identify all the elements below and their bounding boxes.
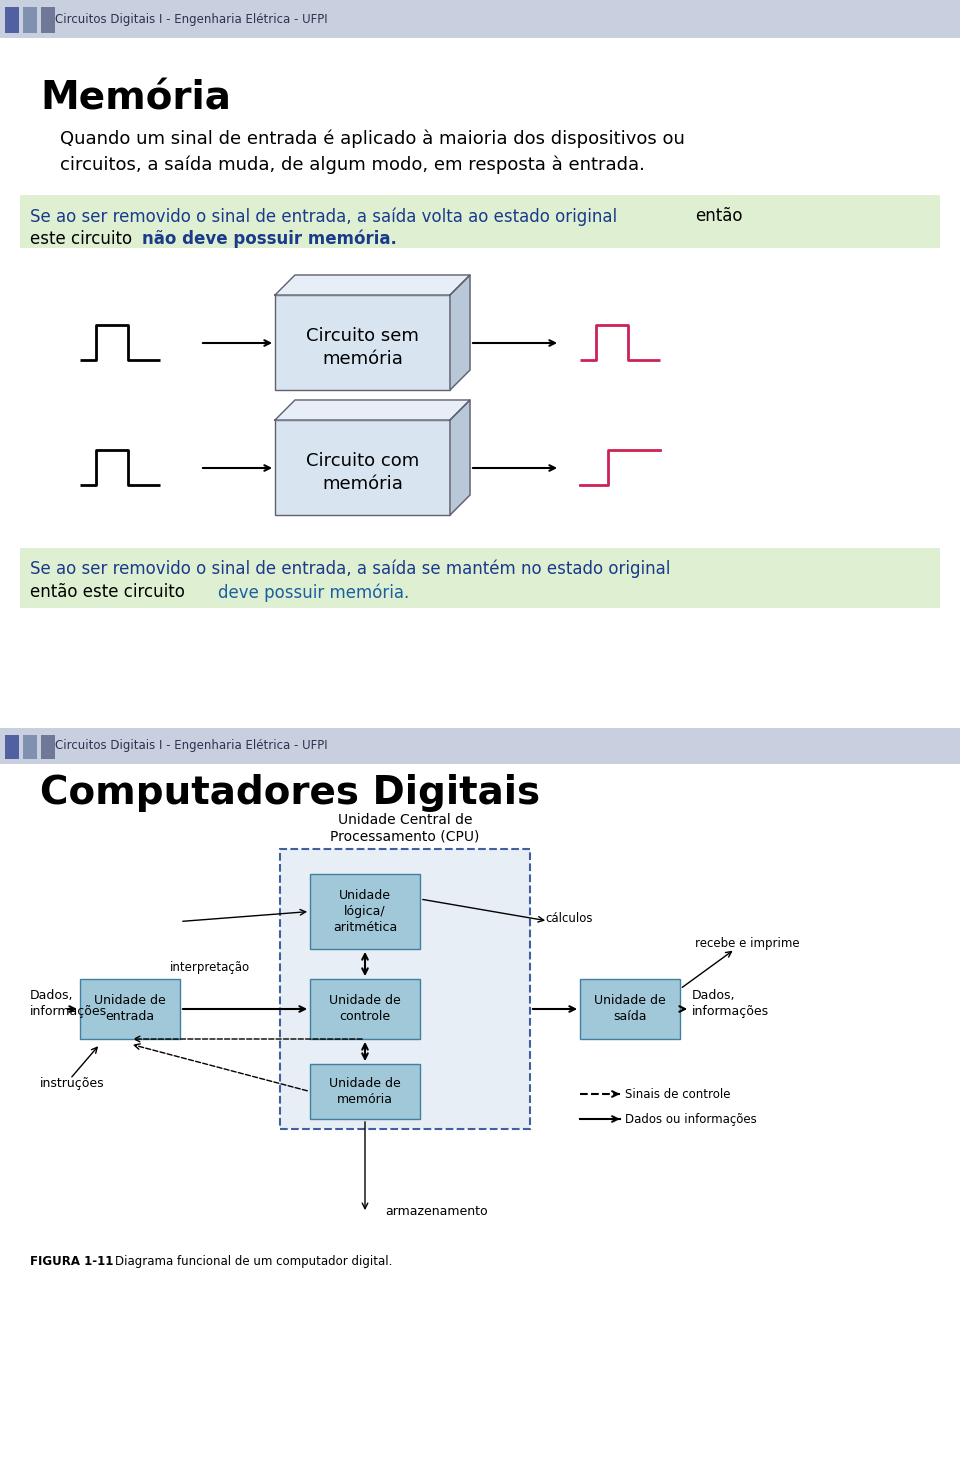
Text: cálculos: cálculos [545,912,592,925]
Bar [5,734,19,759]
Text: Unidade de
controle: Unidade de controle [329,995,401,1023]
FancyBboxPatch shape [20,195,940,248]
Text: Circuito sem
memória: Circuito sem memória [306,326,419,369]
Text: não deve possuir memória.: não deve possuir memória. [142,230,396,249]
Bar [5,7,19,34]
FancyBboxPatch shape [0,728,960,763]
Polygon shape [275,401,470,420]
FancyBboxPatch shape [0,0,960,38]
Text: Circuitos Digitais I - Engenharia Elétrica - UFPI: Circuitos Digitais I - Engenharia Elétri… [55,740,327,752]
FancyBboxPatch shape [275,420,450,514]
FancyBboxPatch shape [310,979,420,1039]
Bar [41,734,55,759]
Text: Quando um sinal de entrada é aplicado à maioria dos dispositivos ou
circuitos, a: Quando um sinal de entrada é aplicado à … [60,130,684,175]
FancyBboxPatch shape [310,874,420,949]
Text: Unidade de
memória: Unidade de memória [329,1077,401,1106]
FancyBboxPatch shape [580,979,680,1039]
Text: Unidade
lógica/
aritmética: Unidade lógica/ aritmética [333,889,397,934]
Polygon shape [275,275,470,294]
Bar [23,734,37,759]
Bar [41,7,55,34]
Text: Se ao ser removido o sinal de entrada, a saída se mantém no estado original: Se ao ser removido o sinal de entrada, a… [30,559,670,578]
Text: este circuito: este circuito [30,230,137,248]
Text: interpretação: interpretação [170,960,251,973]
Text: Dados ou informações: Dados ou informações [625,1113,756,1125]
Text: Sinais de controle: Sinais de controle [625,1087,731,1100]
FancyBboxPatch shape [275,294,450,390]
Text: Se ao ser removido o sinal de entrada, a saída volta ao estado original: Se ao ser removido o sinal de entrada, a… [30,207,617,226]
Text: Circuito com
memória: Circuito com memória [306,452,420,494]
Text: Unidade de
entrada: Unidade de entrada [94,995,166,1023]
Text: Unidade de
saída: Unidade de saída [594,995,666,1023]
Text: Diagrama funcional de um computador digital.: Diagrama funcional de um computador digi… [115,1254,393,1268]
Text: instruções: instruções [40,1078,105,1090]
Text: Computadores Digitais: Computadores Digitais [40,774,540,812]
Text: deve possuir memória.: deve possuir memória. [218,583,409,602]
FancyBboxPatch shape [20,548,940,608]
Text: Circuitos Digitais I - Engenharia Elétrica - UFPI: Circuitos Digitais I - Engenharia Elétri… [55,13,327,26]
FancyBboxPatch shape [280,849,530,1129]
Text: então este circuito: então este circuito [30,583,190,600]
Text: Dados,
informações: Dados, informações [692,989,769,1018]
FancyBboxPatch shape [80,979,180,1039]
Polygon shape [450,275,470,390]
Text: FIGURA 1-11: FIGURA 1-11 [30,1254,113,1268]
Text: recebe e imprime: recebe e imprime [695,937,800,950]
Text: Dados,
informações: Dados, informações [30,989,108,1018]
Text: Memória: Memória [40,80,230,118]
Text: Unidade Central de
Processamento (CPU): Unidade Central de Processamento (CPU) [330,813,480,844]
Text: armazenamento: armazenamento [385,1205,488,1218]
Bar [23,7,37,34]
Text: então: então [695,207,742,224]
FancyBboxPatch shape [310,1064,420,1119]
Polygon shape [450,401,470,514]
